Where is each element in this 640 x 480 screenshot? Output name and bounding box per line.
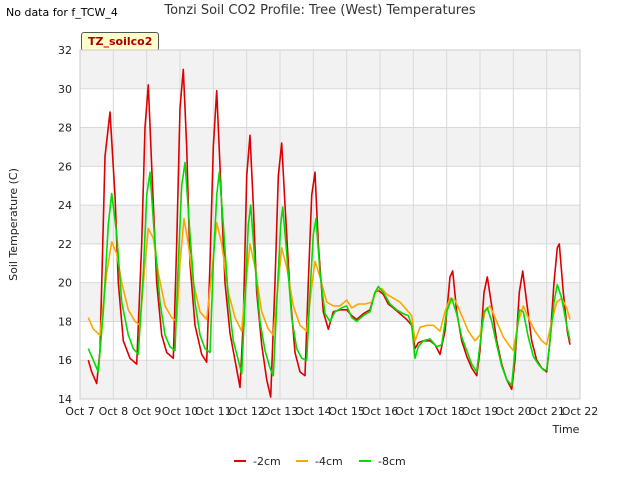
x-tick-label: Oct 17 xyxy=(395,405,432,418)
plot-band xyxy=(80,166,580,206)
x-tick-label: Oct 14 xyxy=(295,405,332,418)
x-tick-label: Oct 9 xyxy=(132,405,162,418)
y-tick-label: 18 xyxy=(58,315,72,328)
x-axis-label: Time xyxy=(552,423,580,436)
site-badge: TZ_soilco2 xyxy=(81,32,160,51)
x-tick-label: Oct 19 xyxy=(462,405,499,418)
x-tick-label: Oct 21 xyxy=(528,405,565,418)
x-tick-label: Oct 7 xyxy=(65,405,95,418)
no-data-note: No data for f_TCW_4 xyxy=(6,6,118,19)
plot-band xyxy=(80,127,580,167)
y-tick-labels: 14 16 18 20 22 24 26 28 30 32 xyxy=(58,44,72,406)
x-tick-label: Oct 15 xyxy=(328,405,365,418)
x-tick-label: Oct 18 xyxy=(428,405,465,418)
y-tick-label: 16 xyxy=(58,354,72,367)
x-tick-label: Oct 22 xyxy=(562,405,599,418)
x-tick-label: Oct 10 xyxy=(162,405,199,418)
x-tick-label: Oct 20 xyxy=(495,405,532,418)
x-tick-label: Oct 12 xyxy=(228,405,265,418)
plot-band xyxy=(80,243,580,283)
series-lines xyxy=(87,68,571,398)
x-tick-label: Oct 8 xyxy=(99,405,129,418)
y-axis-label: Soil Temperature (C) xyxy=(7,168,20,281)
y-tick-label: 14 xyxy=(58,393,72,406)
y-tick-label: 28 xyxy=(58,122,72,135)
y-tick-label: 30 xyxy=(58,83,72,96)
x-tick-label: Oct 16 xyxy=(362,405,399,418)
plot-frame xyxy=(79,49,581,400)
y-tick-label: 26 xyxy=(58,160,72,173)
series-line-minus-8cm xyxy=(87,161,571,387)
plot-band xyxy=(80,50,580,89)
y-tick-label: 24 xyxy=(58,199,72,212)
legend: -2cm -4cm -8cm xyxy=(234,455,406,468)
legend-label: -2cm xyxy=(253,455,281,468)
chart-title: Tonzi Soil CO2 Profile: Tree (West) Temp… xyxy=(164,3,476,18)
y-tick-label: 20 xyxy=(58,277,72,290)
plot-band xyxy=(80,360,580,399)
x-tick-label: Oct 13 xyxy=(262,405,299,418)
y-tick-label: 22 xyxy=(58,238,72,251)
legend-label: -8cm xyxy=(378,455,406,468)
plot-band xyxy=(80,282,580,322)
plot-band xyxy=(80,88,580,128)
x-tick-label: Oct 11 xyxy=(195,405,232,418)
legend-label: -4cm xyxy=(315,455,343,468)
plot-band xyxy=(80,205,580,244)
y-tick-label: 32 xyxy=(58,44,72,57)
series-line-minus-4cm xyxy=(87,217,571,352)
